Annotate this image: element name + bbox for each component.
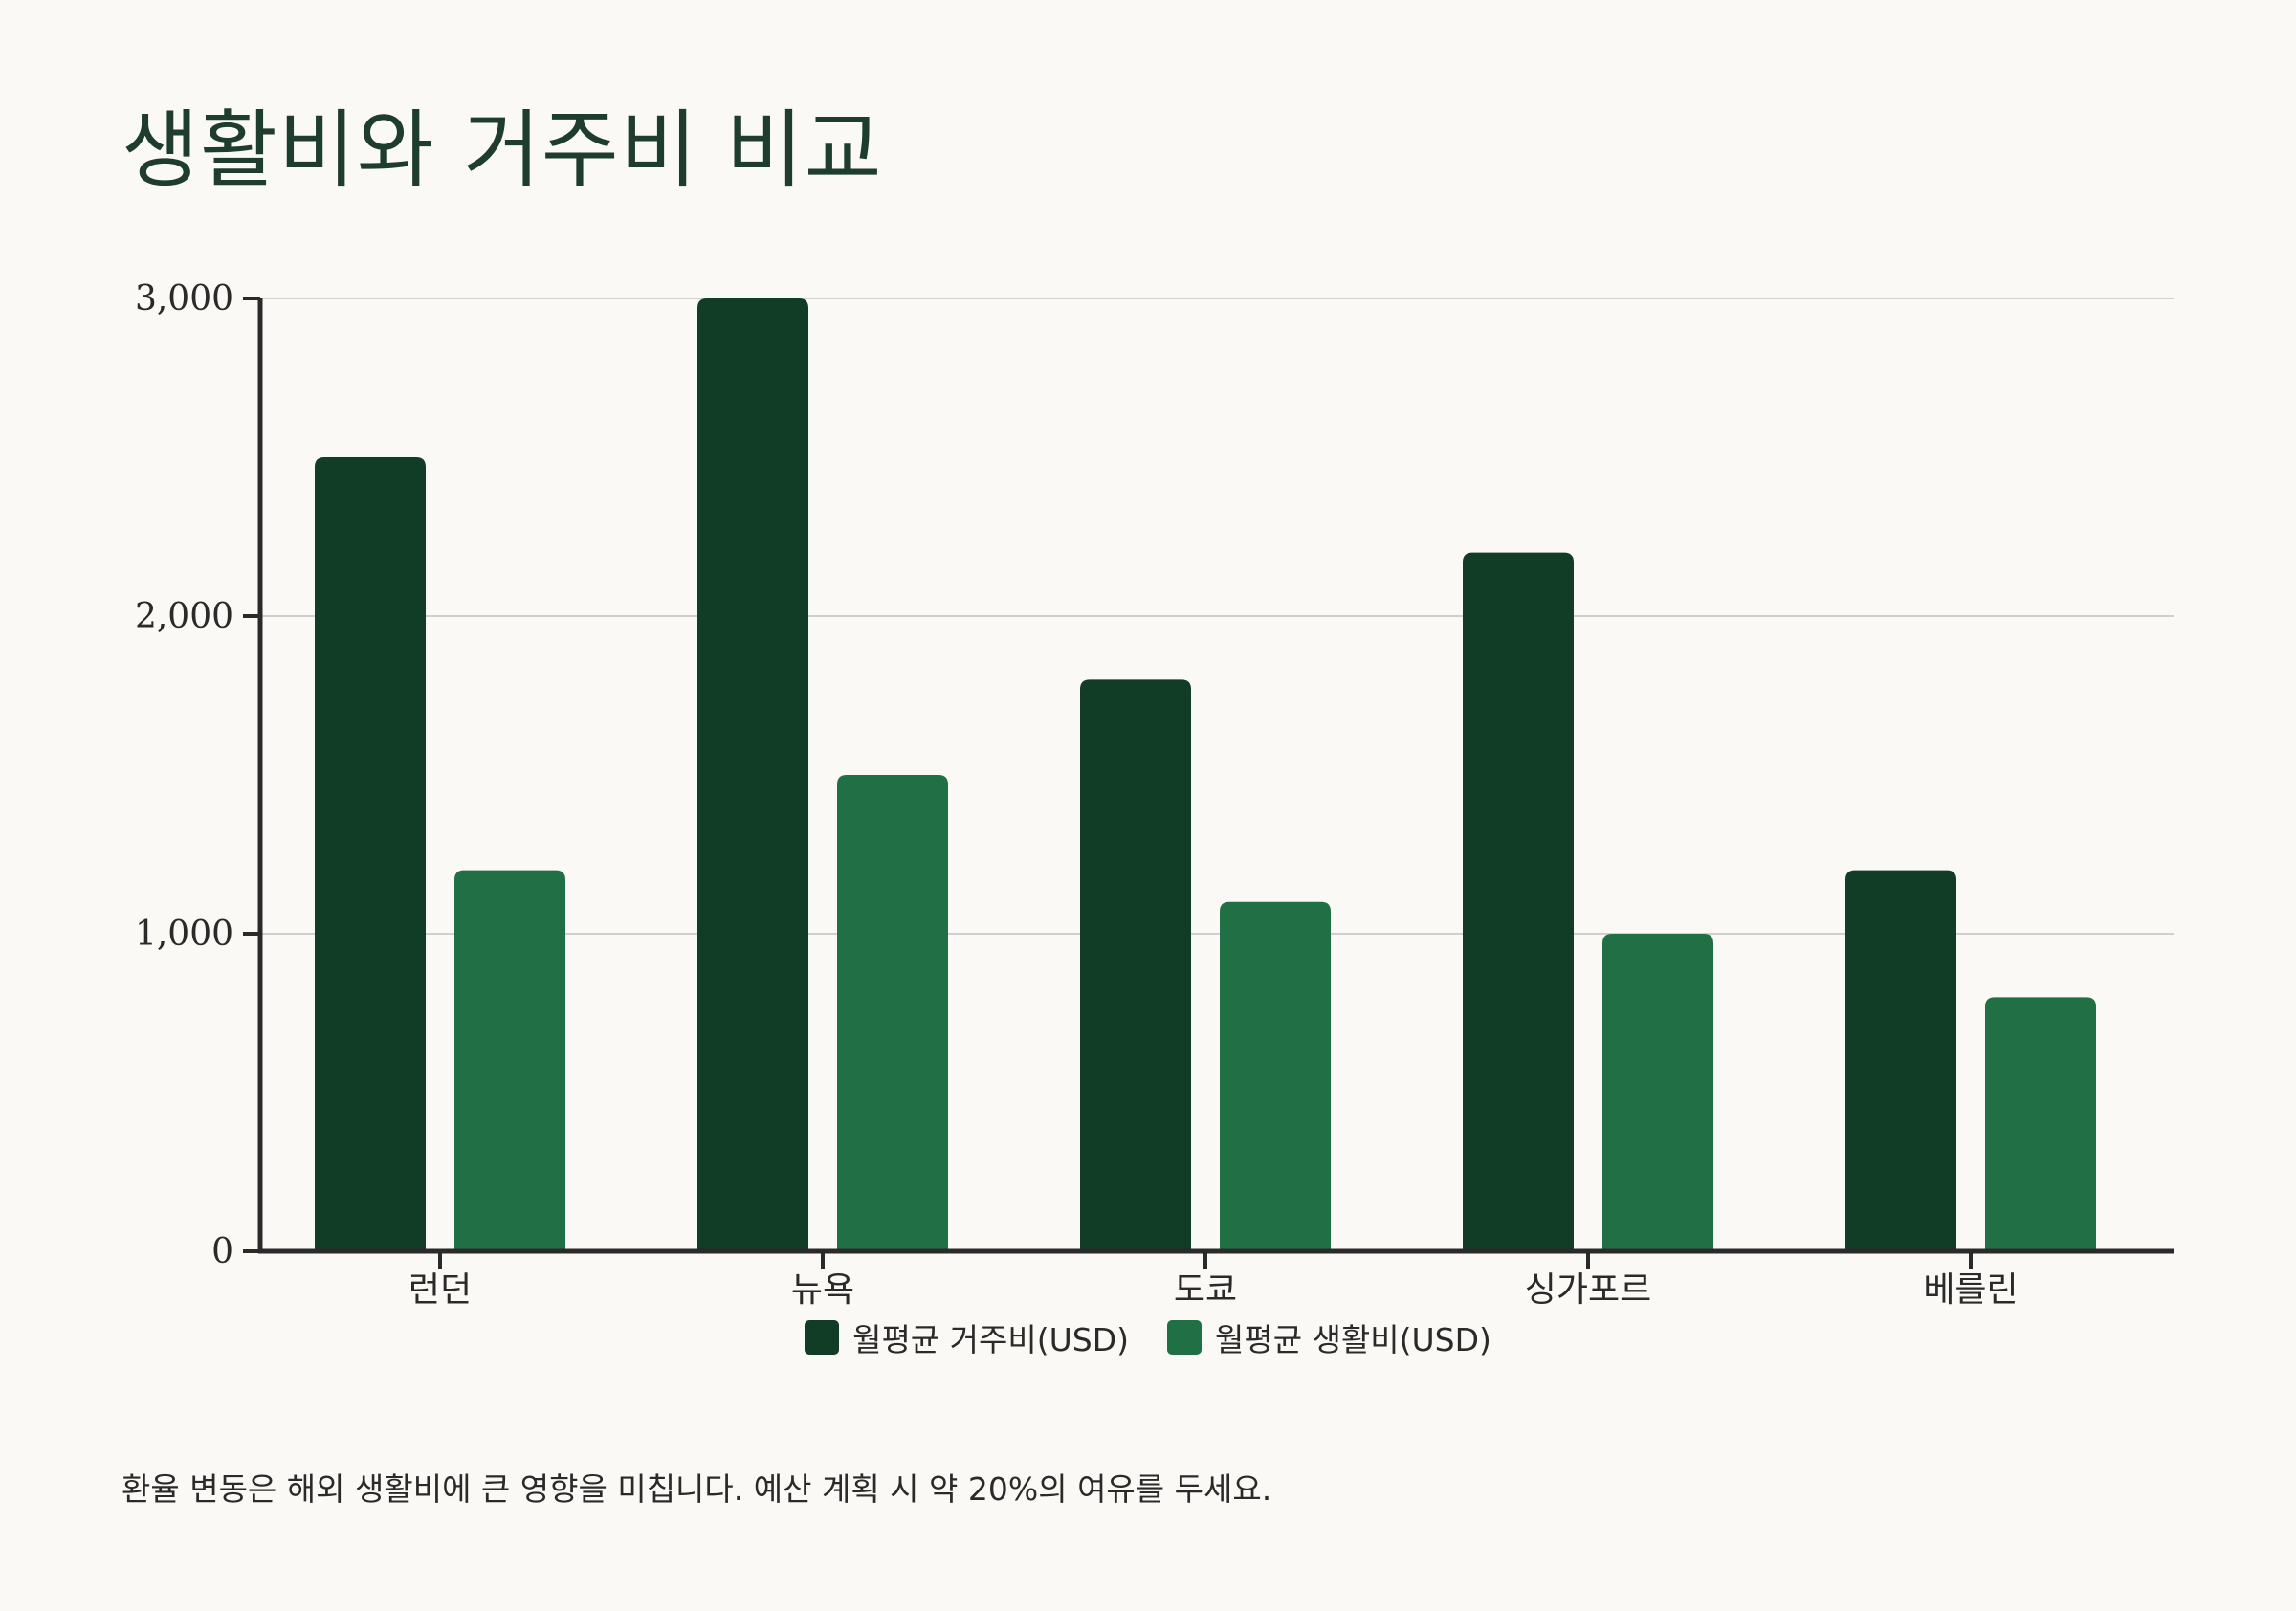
bar-living-0 (454, 870, 565, 1251)
x-tick-label: 싱가포르 (1525, 1270, 1651, 1310)
y-tick-label: 1,000 (135, 915, 233, 954)
bar-chart: 0 1,000 2,000 3,000 런던 뉴욕 도쿄 싱가포르 베를린 (135, 279, 2174, 1310)
gridlines (260, 298, 2174, 935)
bar-living-2 (1220, 901, 1331, 1251)
x-tick-label: 런던 (408, 1270, 472, 1310)
bar-living-4 (1985, 997, 2096, 1251)
axes (257, 298, 2174, 1254)
legend: 월평균 거주비(USD) 월평균 생활비(USD) (0, 1314, 2296, 1360)
x-tick-label: 베를린 (1923, 1270, 2018, 1310)
legend-item-living: 월평균 생활비(USD) (1167, 1314, 1491, 1360)
bar-housing-2 (1080, 679, 1191, 1251)
y-tick-label: 0 (211, 1232, 233, 1271)
legend-label-living: 월평균 생활비(USD) (1215, 1321, 1491, 1358)
legend-swatch-living (1167, 1320, 1202, 1355)
x-tick-label: 도쿄 (1174, 1270, 1237, 1310)
page-title: 생활비와 거주비 비교 (121, 100, 883, 199)
bar-housing-1 (697, 298, 808, 1251)
legend-swatch-housing (805, 1320, 840, 1355)
bar-housing-3 (1463, 552, 1574, 1251)
bar-housing-0 (315, 457, 426, 1251)
y-tick-label: 3,000 (135, 279, 233, 319)
bars (315, 298, 2096, 1251)
legend-item-housing: 월평균 거주비(USD) (805, 1314, 1129, 1360)
bar-living-1 (837, 775, 948, 1251)
bar-housing-4 (1845, 870, 1956, 1251)
bar-living-3 (1602, 934, 1713, 1251)
footnote: 환율 변동은 해외 생활비에 큰 영향을 미칩니다. 예산 계획 시 약 20%… (121, 1470, 1272, 1508)
x-tick-label: 뉴욕 (791, 1270, 854, 1310)
legend-label-housing: 월평균 거주비(USD) (852, 1321, 1129, 1358)
ticks: 0 1,000 2,000 3,000 런던 뉴욕 도쿄 싱가포르 베를린 (135, 279, 2019, 1310)
y-tick-label: 2,000 (135, 597, 233, 636)
